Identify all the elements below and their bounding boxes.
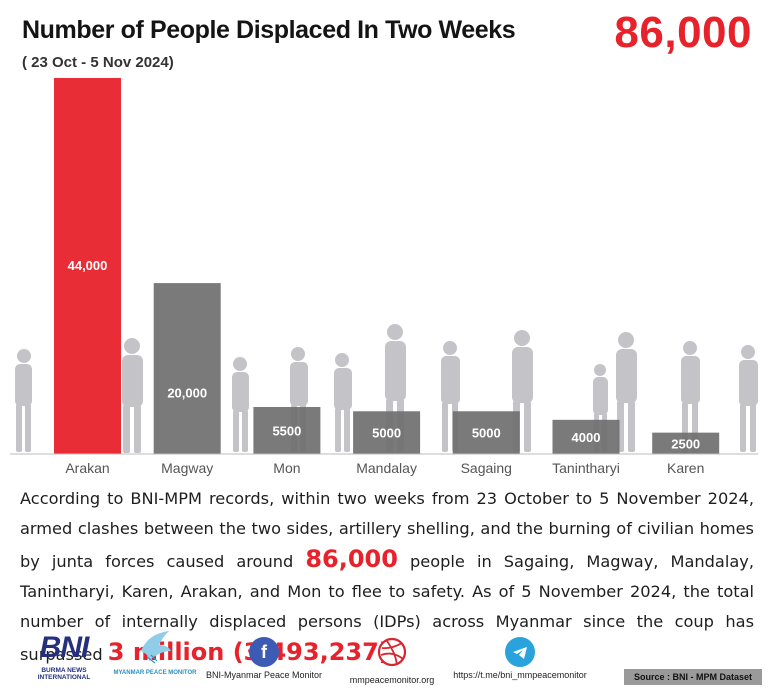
data-label-sagaing: 5000: [472, 426, 501, 441]
category-label-mon: Mon: [273, 460, 300, 476]
summary-paragraph: According to BNI-MPM records, within two…: [20, 484, 754, 670]
source-note: Source : BNI - MPM Dataset: [623, 669, 762, 685]
headline-total: 86,000: [614, 8, 752, 57]
telegram-icon: [505, 637, 535, 667]
telegram-label: https://t.me/bni_mmpeacemonitor: [453, 670, 587, 680]
dribbble-icon: [377, 637, 407, 667]
category-label-arakan: Arakan: [65, 460, 109, 476]
category-label-mandalay: Mandalay: [356, 460, 417, 476]
website-link[interactable]: mmpeacemonitor.org: [340, 637, 444, 685]
bar-mon: [253, 407, 321, 454]
category-label-karen: Karen: [667, 460, 704, 476]
footer: BNI BURMA NEWS INTERNATIONAL MYANMAR PEA…: [0, 625, 768, 697]
data-label-mandalay: 5000: [372, 426, 401, 441]
bar-magway: [153, 283, 221, 454]
telegram-link[interactable]: https://t.me/bni_mmpeacemonitor: [450, 637, 590, 680]
bar-tanintharyi: [552, 419, 620, 454]
data-label-arakan: 44,000: [68, 258, 108, 273]
data-label-karen: 2500: [671, 436, 700, 451]
bar-karen: [652, 432, 720, 454]
facebook-link[interactable]: f BNI-Myanmar Peace Monitor: [206, 637, 322, 680]
dove-icon: [141, 631, 171, 664]
category-label-magway: Magway: [161, 460, 213, 476]
bni-logo-mark: BNI: [39, 631, 90, 664]
bni-logo-name: BURMA NEWS INTERNATIONAL: [37, 667, 91, 681]
data-label-tanintharyi: 4000: [572, 430, 601, 445]
facebook-label: BNI-Myanmar Peace Monitor: [206, 670, 323, 680]
mpm-logo-name: MYANMAR PEACE MONITOR: [113, 670, 197, 676]
summary-text-1: According to BNI-MPM records, within two…: [20, 489, 754, 571]
bni-logo: BNI BURMA NEWS INTERNATIONAL: [22, 629, 106, 681]
bar-chart: 44,000 Arakan 20,000 Magway 5500 Mon 5000 Manda…: [10, 78, 758, 476]
chart-title: Number of People Displaced In Two Weeks: [22, 16, 516, 44]
data-label-mon: 5500: [272, 424, 301, 439]
bar-mandalay: [353, 411, 421, 454]
website-label: mmpeacemonitor.org: [349, 675, 435, 685]
highlight-displaced-count: 86,000: [305, 545, 398, 573]
paper-plane-icon: [513, 647, 527, 660]
mpm-logo: MYANMAR PEACE MONITOR: [110, 627, 200, 676]
bar-sagaing: [452, 411, 520, 454]
facebook-icon: f: [249, 637, 279, 667]
bar-arakan: [54, 78, 121, 454]
summary-text-2: people in Sagaing, Magway, Mandalay, Tan…: [20, 552, 754, 664]
data-label-magway: 20,000: [167, 386, 207, 401]
category-label-tanintharyi: Tanintharyi: [552, 460, 620, 476]
chart-subtitle: ( 23 Oct - 5 Nov 2024): [22, 54, 174, 71]
category-label-sagaing: Sagaing: [461, 460, 512, 476]
